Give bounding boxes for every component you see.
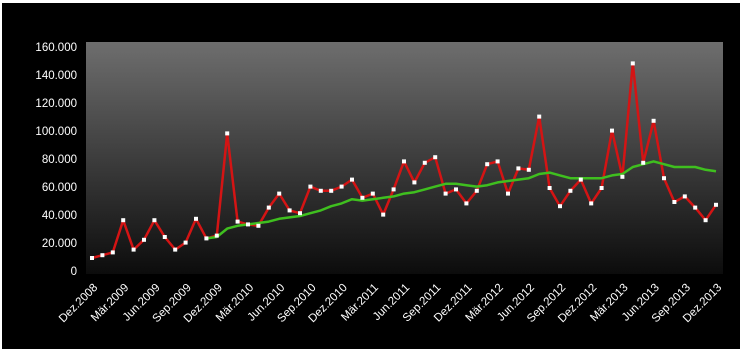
y-tick-label: 140.000 (35, 70, 77, 82)
point-marker (329, 188, 334, 193)
point-marker (100, 253, 105, 258)
point-marker (339, 184, 344, 189)
point-marker (464, 201, 469, 206)
point-marker (204, 236, 209, 241)
point-marker (402, 159, 406, 164)
point-marker (516, 166, 521, 171)
point-marker (610, 128, 614, 133)
point-marker (287, 208, 292, 213)
point-marker (662, 176, 666, 181)
y-tick-label: 60.000 (42, 182, 77, 194)
y-tick-label: 160.000 (35, 42, 77, 54)
series-line (206, 160, 717, 240)
point-marker (495, 159, 500, 164)
point-marker (506, 191, 510, 196)
point-marker (391, 187, 396, 192)
point-marker (235, 219, 240, 224)
point-marker (537, 114, 542, 119)
point-marker (422, 160, 427, 165)
point-marker (714, 202, 718, 207)
point-marker (162, 235, 167, 239)
point-marker (360, 195, 365, 200)
point-marker (558, 204, 562, 209)
point-marker (454, 187, 458, 192)
point-marker (682, 194, 687, 199)
point-marker (630, 61, 635, 66)
point-marker (433, 155, 438, 160)
point-marker (298, 211, 302, 216)
point-marker (246, 222, 250, 227)
point-marker (183, 240, 188, 245)
point-marker (266, 205, 271, 210)
point-marker (90, 256, 94, 260)
point-marker (152, 218, 157, 223)
point-marker (620, 174, 625, 179)
point-marker (693, 205, 698, 210)
point-marker (672, 200, 677, 204)
point-marker (110, 250, 115, 255)
y-tick-label: 120.000 (35, 98, 77, 110)
point-marker (214, 233, 219, 238)
point-marker (142, 237, 146, 242)
y-tick-label: 80.000 (42, 154, 77, 166)
point-marker (651, 118, 656, 123)
point-marker (412, 180, 417, 185)
point-marker (131, 247, 136, 252)
point-marker (703, 218, 708, 223)
point-marker (256, 223, 261, 228)
point-marker (641, 160, 646, 165)
point-marker (225, 131, 230, 136)
point-marker (173, 247, 178, 252)
y-tick-label: 0 (71, 266, 77, 278)
point-marker (308, 184, 313, 189)
plot-area (86, 42, 723, 274)
point-marker (443, 191, 448, 196)
point-marker (350, 177, 354, 182)
point-marker (578, 177, 583, 182)
point-marker (485, 162, 490, 167)
y-tick-label: 20.000 (42, 238, 77, 250)
point-marker (474, 188, 479, 193)
point-marker (526, 167, 531, 172)
point-marker (381, 212, 386, 217)
point-marker (194, 216, 198, 221)
point-marker (589, 201, 594, 206)
point-marker (121, 218, 126, 223)
point-marker (568, 188, 573, 193)
y-tick-label: 40.000 (42, 210, 77, 222)
point-marker (599, 186, 604, 190)
y-tick-label: 100.000 (35, 126, 77, 138)
point-marker (370, 191, 375, 196)
point-marker (318, 188, 323, 193)
point-marker (547, 186, 552, 190)
point-marker (277, 191, 282, 196)
